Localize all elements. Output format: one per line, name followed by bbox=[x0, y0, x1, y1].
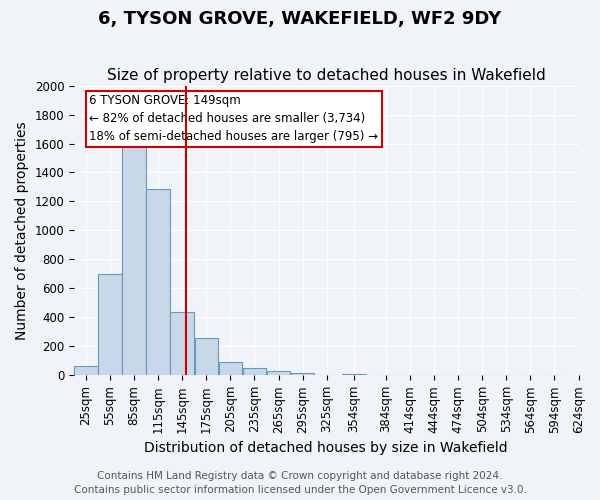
X-axis label: Distribution of detached houses by size in Wakefield: Distribution of detached houses by size … bbox=[145, 441, 508, 455]
Bar bbox=[122, 139, 146, 376]
Bar bbox=[342, 374, 366, 376]
Text: Contains HM Land Registry data © Crown copyright and database right 2024.
Contai: Contains HM Land Registry data © Crown c… bbox=[74, 471, 526, 495]
Bar bbox=[218, 362, 242, 376]
Text: 6, TYSON GROVE, WAKEFIELD, WF2 9DY: 6, TYSON GROVE, WAKEFIELD, WF2 9DY bbox=[98, 10, 502, 28]
Bar bbox=[242, 368, 266, 376]
Bar bbox=[267, 371, 290, 376]
Title: Size of property relative to detached houses in Wakefield: Size of property relative to detached ho… bbox=[107, 68, 545, 83]
Bar bbox=[291, 372, 314, 376]
Bar bbox=[98, 274, 122, 376]
Bar bbox=[74, 366, 98, 376]
Bar bbox=[146, 189, 170, 376]
Bar bbox=[194, 338, 218, 376]
Y-axis label: Number of detached properties: Number of detached properties bbox=[15, 121, 29, 340]
Bar bbox=[170, 312, 194, 376]
Text: 6 TYSON GROVE: 149sqm
← 82% of detached houses are smaller (3,734)
18% of semi-d: 6 TYSON GROVE: 149sqm ← 82% of detached … bbox=[89, 94, 378, 143]
